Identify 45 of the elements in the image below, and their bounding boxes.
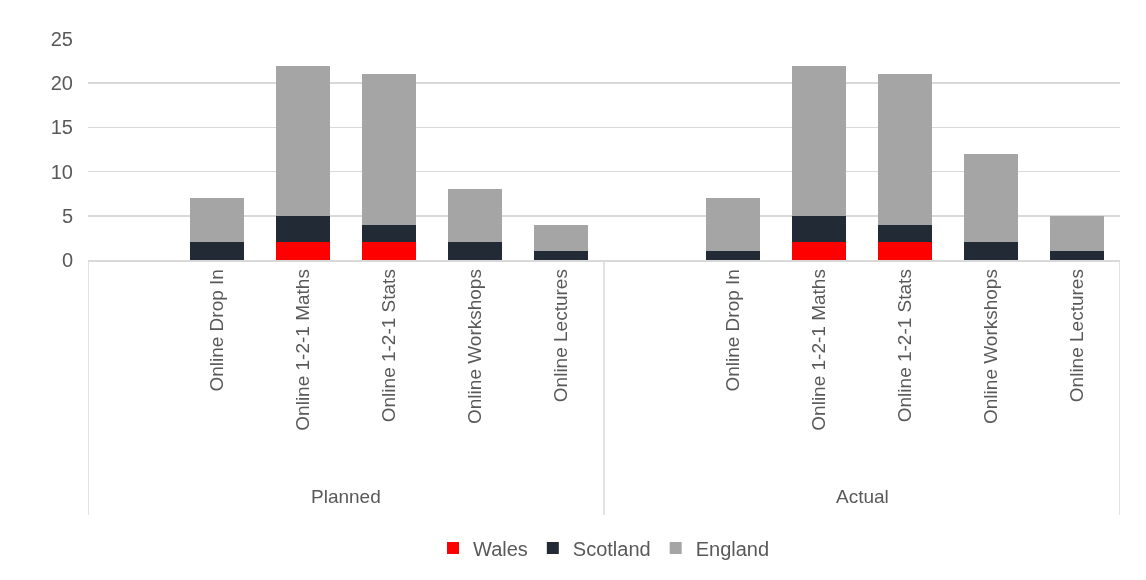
bar bbox=[534, 251, 588, 260]
bar bbox=[1050, 215, 1104, 252]
x-tick-label: Online Lectures bbox=[1066, 269, 1088, 403]
bar bbox=[964, 153, 1018, 243]
y-tick-label: 15 bbox=[50, 116, 73, 139]
y-tick-label: 0 bbox=[61, 249, 73, 271]
bar bbox=[878, 242, 932, 260]
bar bbox=[964, 242, 1018, 260]
y-tick-label: 10 bbox=[50, 160, 73, 183]
bar bbox=[448, 189, 502, 243]
x-tick-label: Online 1-2-1 Maths bbox=[808, 269, 830, 431]
y-tick-label: 25 bbox=[50, 28, 73, 50]
y-tick-label: 20 bbox=[50, 72, 73, 95]
bar bbox=[792, 242, 846, 260]
legend-label: Wales bbox=[473, 537, 528, 560]
bar bbox=[792, 65, 846, 216]
bar bbox=[276, 242, 330, 260]
bar bbox=[276, 215, 330, 243]
bar bbox=[534, 224, 588, 252]
legend-label: England bbox=[695, 537, 770, 560]
bar bbox=[448, 242, 502, 260]
bar bbox=[1050, 251, 1104, 260]
text: Actual bbox=[836, 486, 889, 507]
bar bbox=[362, 224, 416, 243]
y-tick-label: 5 bbox=[61, 204, 73, 227]
legend-label: Scotland bbox=[572, 537, 651, 560]
x-tick-label: Online 1-2-1 Maths bbox=[292, 269, 314, 431]
bar bbox=[362, 242, 416, 260]
x-tick-label: Online 1-2-1 Stats bbox=[378, 269, 400, 423]
x-tick-label: Online Drop In bbox=[722, 269, 744, 392]
bar bbox=[190, 198, 244, 243]
bar bbox=[706, 251, 760, 260]
text: Planned bbox=[311, 486, 381, 507]
x-tick-label: Online 1-2-1 Stats bbox=[894, 269, 916, 423]
x-tick-label: Online Drop In bbox=[206, 269, 228, 392]
bar bbox=[706, 198, 760, 252]
x-tick-label: Online Workshops bbox=[980, 269, 1002, 424]
bar bbox=[276, 65, 330, 216]
x-tick-label: Online Lectures bbox=[550, 269, 572, 403]
bar bbox=[878, 74, 932, 225]
x-tick-label: Online Workshops bbox=[464, 269, 486, 424]
bar bbox=[190, 242, 244, 260]
bar bbox=[792, 215, 846, 243]
bar bbox=[362, 74, 416, 225]
bar bbox=[878, 224, 932, 243]
